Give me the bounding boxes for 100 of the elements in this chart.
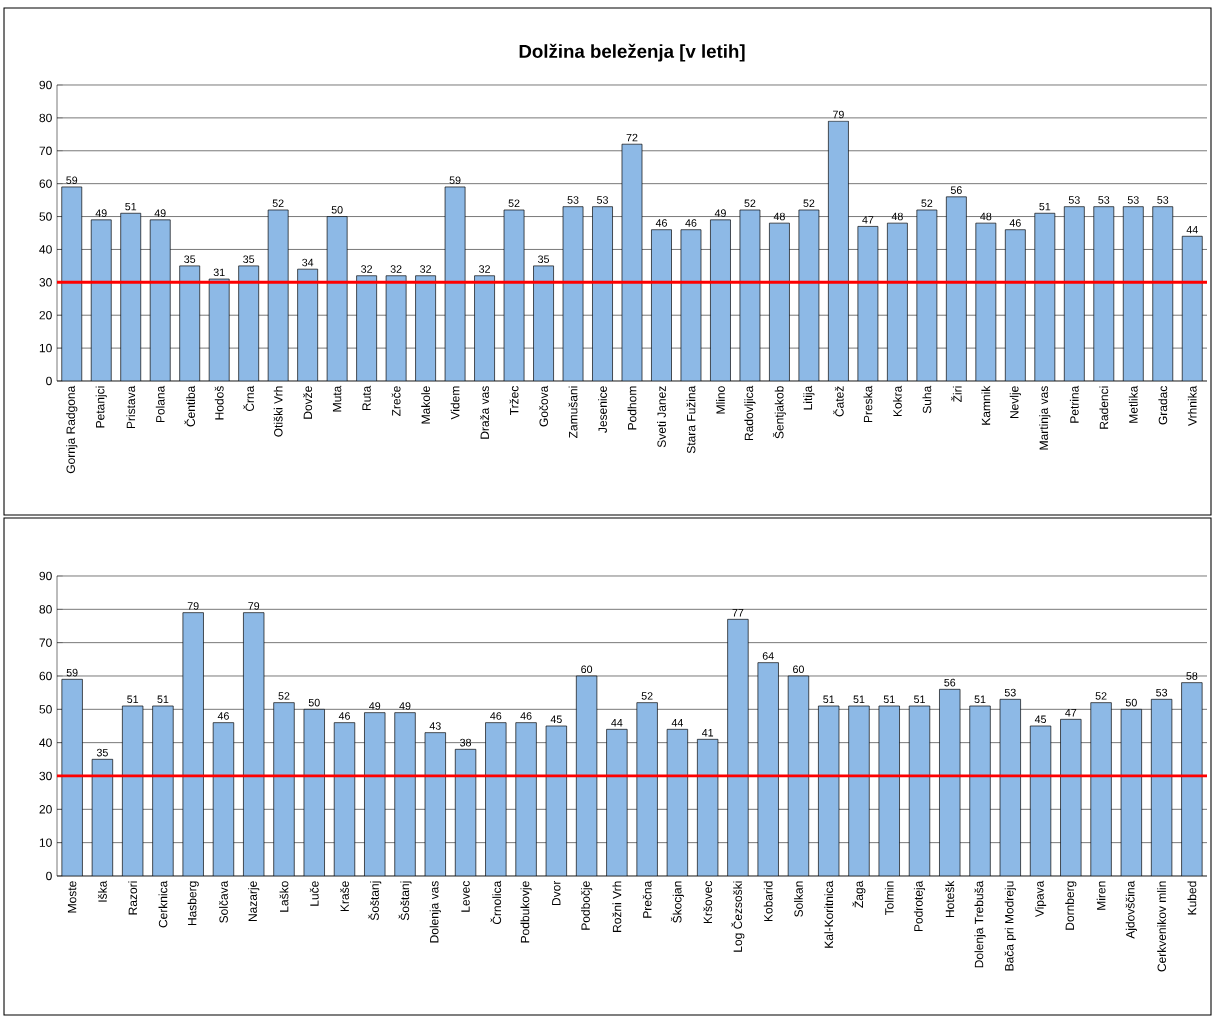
bar bbox=[592, 206, 613, 381]
data-label: 46 bbox=[338, 712, 350, 720]
bar bbox=[787, 675, 810, 876]
data-label: 51 bbox=[823, 695, 835, 704]
x-tick-label: Šoštanj bbox=[398, 881, 412, 921]
bar bbox=[415, 275, 436, 381]
x-tick-label: Črnolica bbox=[490, 880, 502, 925]
x-tick-label: Nevlje bbox=[1009, 386, 1021, 419]
y-tick-label: 80 bbox=[39, 605, 52, 614]
data-label: 49 bbox=[369, 702, 381, 710]
bar bbox=[545, 725, 567, 876]
x-tick-label: Kobarid bbox=[763, 881, 773, 922]
data-label: 50 bbox=[331, 206, 343, 214]
data-label: 56 bbox=[950, 186, 962, 194]
x-tick-label: Ruta bbox=[362, 385, 371, 411]
x-tick-label: Tržec bbox=[509, 386, 519, 415]
bar bbox=[149, 219, 171, 381]
y-tick-label: 60 bbox=[39, 671, 52, 681]
data-label: 46 bbox=[1009, 219, 1021, 227]
y-tick-label: 90 bbox=[39, 571, 52, 581]
y-tick-label: 20 bbox=[39, 805, 52, 814]
x-tick-label: Martinja vas bbox=[1039, 386, 1051, 450]
bar bbox=[1029, 725, 1052, 876]
x-tick-label: Dovže bbox=[303, 386, 313, 419]
data-label: 56 bbox=[944, 678, 956, 687]
data-label: 46 bbox=[490, 712, 502, 720]
bar bbox=[1150, 698, 1173, 876]
bar bbox=[975, 222, 997, 381]
data-label: 48 bbox=[773, 212, 785, 221]
data-label: 51 bbox=[913, 695, 925, 704]
x-tick-label: Pristava bbox=[126, 385, 136, 429]
x-tick-label: Stara Fužina bbox=[686, 385, 696, 454]
data-label: 44 bbox=[611, 719, 623, 727]
bar bbox=[1181, 235, 1203, 381]
x-tick-label: Kal-Koritnica bbox=[824, 880, 834, 948]
y-tick-label: 90 bbox=[39, 80, 52, 90]
data-label: 58 bbox=[1186, 672, 1198, 680]
data-label: 50 bbox=[308, 698, 320, 707]
data-label: 52 bbox=[508, 199, 520, 208]
y-tick-label: 30 bbox=[39, 771, 52, 781]
bar bbox=[454, 748, 477, 876]
x-tick-label: Cerknica bbox=[158, 880, 168, 928]
bar bbox=[651, 229, 672, 381]
x-tick-label: Šentjakob bbox=[772, 386, 786, 439]
bar bbox=[424, 732, 446, 876]
data-label: 32 bbox=[361, 265, 373, 273]
x-tick-label: Dornberg bbox=[1065, 881, 1077, 930]
bar bbox=[666, 728, 689, 876]
data-label: 59 bbox=[449, 176, 461, 185]
bar bbox=[182, 612, 204, 876]
x-tick-label: Rožni Vrh bbox=[612, 881, 622, 932]
data-label: 53 bbox=[1098, 196, 1110, 204]
data-label: 34 bbox=[302, 258, 314, 267]
x-tick-label: Gornja Radgona bbox=[66, 385, 78, 474]
bar bbox=[364, 712, 386, 876]
x-tick-label: Vipava bbox=[1034, 880, 1047, 918]
x-tick-label: Dolenja vas bbox=[429, 881, 441, 943]
x-tick-label: Log Čezsoški bbox=[731, 881, 745, 952]
x-tick-label: Draža vas bbox=[480, 386, 489, 439]
bar bbox=[945, 196, 967, 381]
y-tick-label: 70 bbox=[39, 638, 52, 647]
y-tick-label: 10 bbox=[39, 838, 52, 847]
x-tick-label: Preska bbox=[863, 385, 873, 423]
bar bbox=[485, 722, 507, 876]
data-label: 52 bbox=[921, 199, 933, 208]
bar bbox=[710, 219, 731, 381]
x-tick-label: Podroteja bbox=[913, 880, 926, 932]
x-tick-label: Radenci bbox=[1099, 386, 1109, 429]
x-tick-label: Makole bbox=[421, 386, 431, 424]
data-label: 47 bbox=[1065, 709, 1077, 717]
x-tick-label: Solčava bbox=[219, 880, 228, 923]
x-tick-label: Jesenice bbox=[598, 386, 607, 433]
bar bbox=[120, 212, 142, 381]
x-tick-label: Metlika bbox=[1128, 385, 1138, 423]
bar bbox=[939, 688, 961, 876]
data-label: 52 bbox=[803, 199, 815, 208]
data-label: 35 bbox=[243, 255, 255, 263]
bar bbox=[333, 722, 356, 876]
x-tick-label: Suha bbox=[922, 385, 932, 414]
bar bbox=[394, 712, 416, 876]
x-tick-label: Laško bbox=[279, 881, 289, 912]
x-tick-label: Petrina bbox=[1069, 385, 1079, 423]
data-label: 44 bbox=[1186, 226, 1198, 234]
y-tick-label: 40 bbox=[39, 245, 52, 254]
data-label: 49 bbox=[399, 702, 411, 710]
data-label: 48 bbox=[980, 212, 992, 221]
x-tick-label: Solkan bbox=[794, 881, 803, 917]
bar bbox=[769, 222, 790, 381]
x-tick-label: Zreče bbox=[391, 386, 401, 416]
bar bbox=[908, 705, 931, 876]
x-tick-label: Dvor bbox=[552, 880, 561, 906]
x-tick-label: Čentiba bbox=[184, 385, 196, 427]
x-tick-label: Sveti Janez bbox=[657, 386, 666, 448]
x-tick-label: Bača pri Modreju bbox=[1004, 881, 1016, 971]
data-label: 52 bbox=[278, 692, 290, 700]
data-label: 79 bbox=[248, 602, 260, 610]
bar bbox=[727, 618, 749, 876]
x-tick-label: Petanjci bbox=[95, 386, 107, 428]
data-label: 51 bbox=[974, 695, 986, 704]
bar bbox=[916, 209, 938, 381]
